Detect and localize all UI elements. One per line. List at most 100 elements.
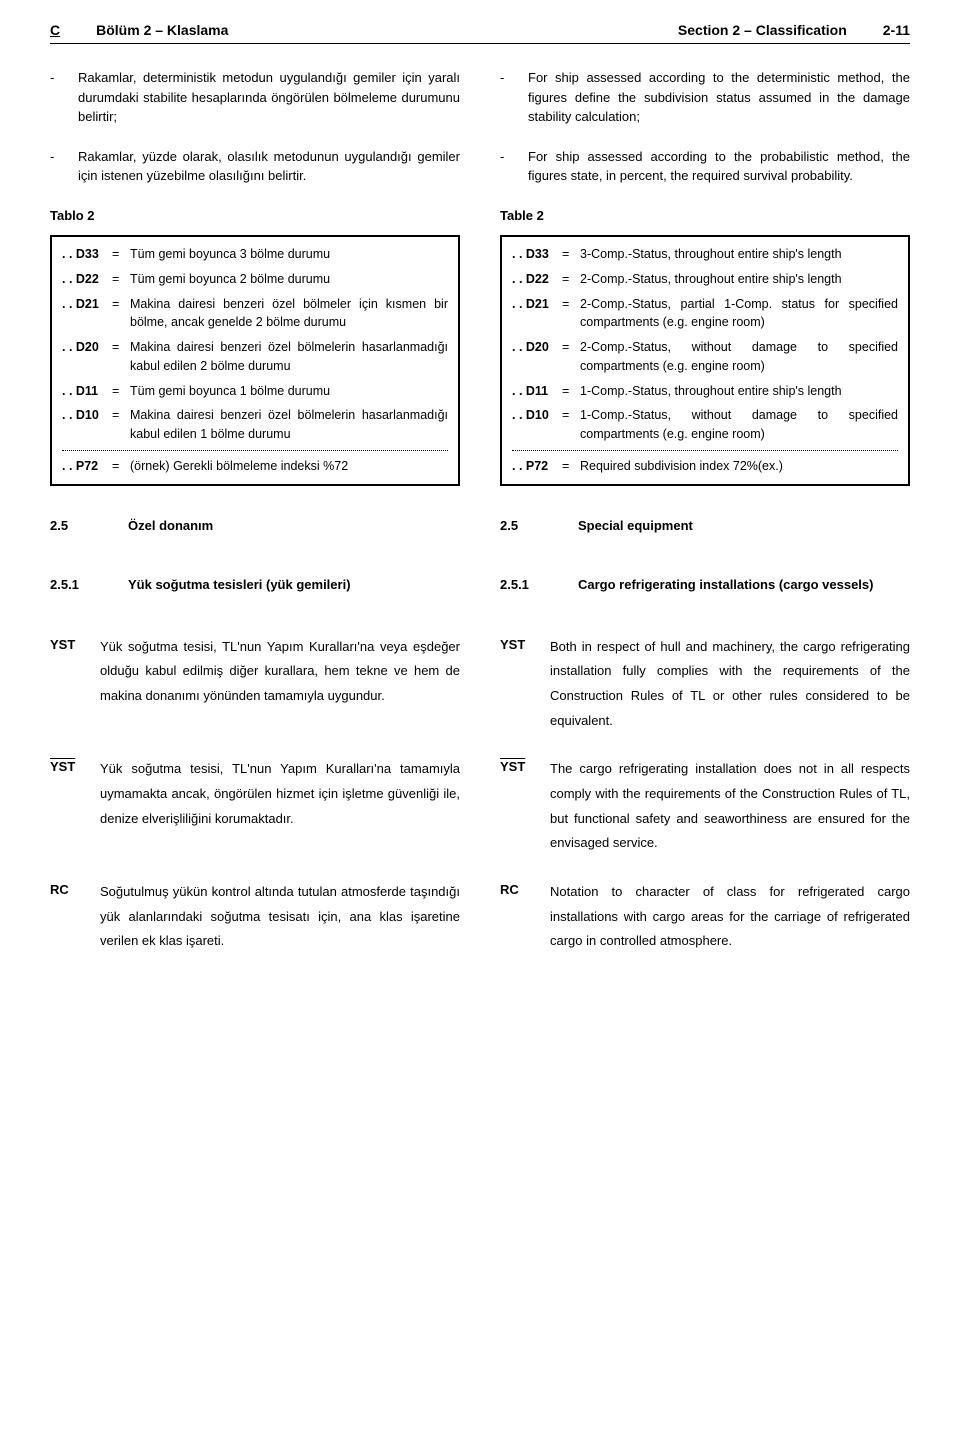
table-row: . . D33=3-Comp.-Status, throughout entir…: [512, 245, 898, 264]
entry-tag: YST: [50, 635, 100, 734]
yst1-right: Both in respect of hull and machinery, t…: [550, 635, 910, 734]
sub-num: 2.5.1: [500, 575, 548, 595]
sec-num: 2.5: [50, 516, 98, 536]
table-row: . . D22=Tüm gemi boyunca 2 bölme durumu: [62, 270, 448, 289]
para1-left: Rakamlar, deterministik metodun uyguland…: [78, 68, 460, 127]
code-cell: . . D10: [62, 406, 112, 444]
code-cell: . . D10: [512, 406, 562, 444]
table-row: . . D10=Makina dairesi benzeri özel bölm…: [62, 406, 448, 444]
rc-row: RC Soğutulmuş yükün kontrol altında tutu…: [50, 880, 910, 954]
entry-tag: RC: [50, 880, 100, 954]
section-25-heading: 2.5 Özel donanım 2.5 Special equipment: [50, 516, 910, 556]
code-cell: . . D22: [62, 270, 112, 289]
eq-cell: =: [112, 338, 130, 376]
desc-cell: 2-Comp.-Status, partial 1-Comp. status f…: [580, 295, 898, 333]
eq-cell: =: [112, 382, 130, 401]
code-cell: . . D21: [512, 295, 562, 333]
sec-title-left: Özel donanım: [128, 516, 213, 536]
code-cell: . . D22: [512, 270, 562, 289]
eq-cell: =: [562, 295, 580, 333]
code-cell: . . D11: [512, 382, 562, 401]
yst2-left: Yük soğutma tesisi, TL'nun Yapım Kuralla…: [100, 757, 460, 856]
eq-cell: =: [112, 270, 130, 289]
eq-cell: =: [562, 406, 580, 444]
table-row: . . P72 = (örnek) Gerekli bölmeleme inde…: [62, 457, 448, 476]
entry-tag-overline: YST: [50, 757, 100, 856]
eq-cell: =: [112, 245, 130, 264]
rc-right: Notation to character of class for refri…: [550, 880, 910, 954]
header-left-title: Bölüm 2 – Klaslama: [96, 20, 228, 41]
desc-cell: Makina dairesi benzeri özel bölmeler içi…: [130, 295, 448, 333]
sub-num: 2.5.1: [50, 575, 98, 595]
header-letter: C: [50, 20, 60, 41]
eq-cell: =: [112, 406, 130, 444]
code-cell: . . D33: [62, 245, 112, 264]
dash-bullet: -: [50, 147, 78, 186]
table-label-left: Tablo 2: [50, 206, 460, 226]
desc-cell: Required subdivision index 72%(ex.): [580, 457, 898, 476]
yst1-row: YST Yük soğutma tesisi, TL'nun Yapım Kur…: [50, 635, 910, 734]
table-row: . . D20=Makina dairesi benzeri özel bölm…: [62, 338, 448, 376]
yst2-right: The cargo refrigerating installation doe…: [550, 757, 910, 856]
desc-cell: Tüm gemi boyunca 3 bölme durumu: [130, 245, 448, 264]
desc-cell: 1-Comp.-Status, without damage to specif…: [580, 406, 898, 444]
table-row: . . D21=2-Comp.-Status, partial 1-Comp. …: [512, 295, 898, 333]
yst1-left: Yük soğutma tesisi, TL'nun Yapım Kuralla…: [100, 635, 460, 734]
page-header: C Bölüm 2 – Klaslama Section 2 – Classif…: [50, 20, 910, 44]
desc-cell: 1-Comp.-Status, throughout entire ship's…: [580, 382, 898, 401]
table-row: . . P72 = Required subdivision index 72%…: [512, 457, 898, 476]
table-label-right: Table 2: [500, 206, 910, 226]
table-row: . . D21=Makina dairesi benzeri özel bölm…: [62, 295, 448, 333]
yst2-row: YST Yük soğutma tesisi, TL'nun Yapım Kur…: [50, 757, 910, 856]
eq-cell: =: [562, 338, 580, 376]
header-page: 2-11: [883, 20, 910, 41]
eq-cell: =: [562, 270, 580, 289]
desc-cell: 2-Comp.-Status, without damage to specif…: [580, 338, 898, 376]
para-block-1: - Rakamlar, deterministik metodun uygula…: [50, 68, 910, 127]
table-left: . . D33=Tüm gemi boyunca 3 bölme durumu.…: [50, 235, 460, 486]
para2-right: For ship assessed according to the proba…: [528, 147, 910, 186]
para-block-2: - Rakamlar, yüzde olarak, olasılık metod…: [50, 147, 910, 186]
eq-cell: =: [112, 295, 130, 333]
dash-bullet: -: [500, 147, 528, 186]
code-cell: . . D11: [62, 382, 112, 401]
table-row: . . D22=2-Comp.-Status, throughout entir…: [512, 270, 898, 289]
table-right: . . D33=3-Comp.-Status, throughout entir…: [500, 235, 910, 486]
rc-left: Soğutulmuş yükün kontrol altında tutulan…: [100, 880, 460, 954]
desc-cell: Makina dairesi benzeri özel bölmelerin h…: [130, 406, 448, 444]
desc-cell: 3-Comp.-Status, throughout entire ship's…: [580, 245, 898, 264]
tables-row: Tablo 2 . . D33=Tüm gemi boyunca 3 bölme…: [50, 206, 910, 486]
section-251-heading: 2.5.1 Yük soğutma tesisleri (yük gemiler…: [50, 575, 910, 615]
code-cell: . . D20: [62, 338, 112, 376]
entry-tag: YST: [500, 635, 550, 734]
sub-title-left: Yük soğutma tesisleri (yük gemileri): [128, 575, 351, 595]
desc-cell: Tüm gemi boyunca 1 bölme durumu: [130, 382, 448, 401]
desc-cell: Makina dairesi benzeri özel bölmelerin h…: [130, 338, 448, 376]
eq-cell: =: [562, 245, 580, 264]
dotted-divider: [62, 450, 448, 451]
code-cell: . . P72: [512, 457, 562, 476]
desc-cell: 2-Comp.-Status, throughout entire ship's…: [580, 270, 898, 289]
dotted-divider: [512, 450, 898, 451]
code-cell: . . D33: [512, 245, 562, 264]
header-right-title: Section 2 – Classification: [678, 20, 847, 41]
entry-tag-overline: YST: [500, 757, 550, 856]
table-row: . . D33=Tüm gemi boyunca 3 bölme durumu: [62, 245, 448, 264]
dash-bullet: -: [500, 68, 528, 127]
code-cell: . . D20: [512, 338, 562, 376]
para2-left: Rakamlar, yüzde olarak, olasılık metodun…: [78, 147, 460, 186]
sec-num: 2.5: [500, 516, 548, 536]
sec-title-right: Special equipment: [578, 516, 693, 536]
desc-cell: Tüm gemi boyunca 2 bölme durumu: [130, 270, 448, 289]
eq-cell: =: [562, 382, 580, 401]
desc-cell: (örnek) Gerekli bölmeleme indeksi %72: [130, 457, 448, 476]
para1-right: For ship assessed according to the deter…: [528, 68, 910, 127]
table-row: . . D20=2-Comp.-Status, without damage t…: [512, 338, 898, 376]
dash-bullet: -: [50, 68, 78, 127]
table-row: . . D11=Tüm gemi boyunca 1 bölme durumu: [62, 382, 448, 401]
table-row: . . D10=1-Comp.-Status, without damage t…: [512, 406, 898, 444]
code-cell: . . P72: [62, 457, 112, 476]
table-row: . . D11=1-Comp.-Status, throughout entir…: [512, 382, 898, 401]
code-cell: . . D21: [62, 295, 112, 333]
entry-tag: RC: [500, 880, 550, 954]
